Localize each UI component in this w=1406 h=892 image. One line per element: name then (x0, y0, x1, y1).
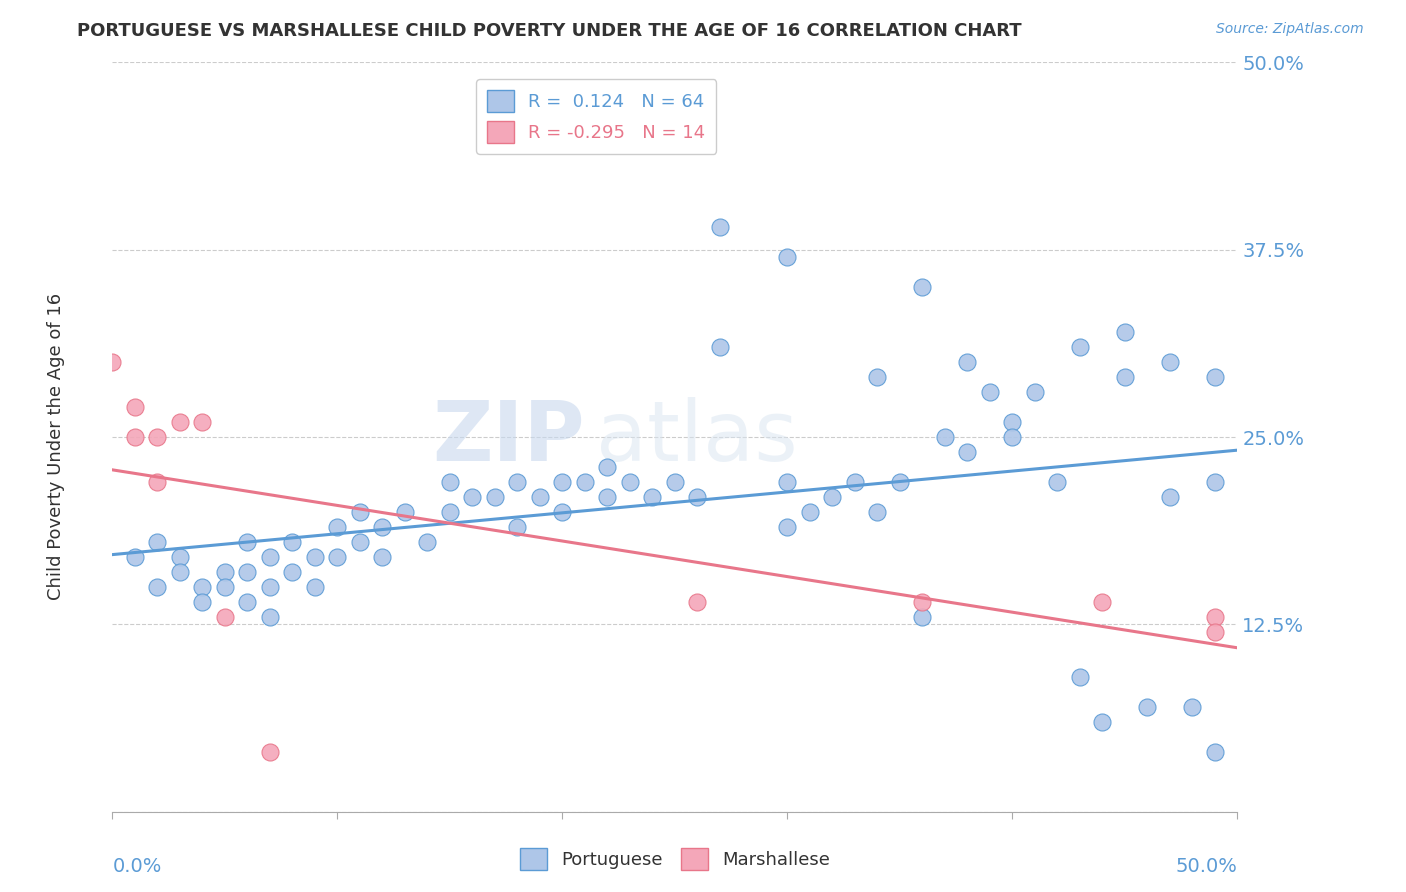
Point (1136, 699, 1159, 714)
Point (1204, 475, 1226, 489)
Point (1204, 745, 1226, 759)
Point (124, 400, 146, 414)
Point (956, 445, 979, 459)
Point (146, 430, 169, 444)
Point (1001, 415, 1024, 429)
Point (349, 505, 371, 519)
Point (214, 610, 236, 624)
Point (326, 520, 349, 534)
Text: atlas: atlas (596, 397, 797, 477)
Point (934, 430, 956, 444)
Point (866, 370, 889, 384)
Point (889, 475, 911, 489)
Point (551, 475, 574, 489)
Point (1024, 385, 1046, 400)
Point (169, 549, 191, 564)
Point (281, 565, 304, 579)
Point (799, 505, 821, 519)
Point (124, 549, 146, 564)
Point (169, 415, 191, 429)
Point (326, 549, 349, 564)
Point (911, 595, 934, 609)
Point (236, 565, 259, 579)
Point (439, 505, 461, 519)
Point (1159, 355, 1181, 369)
Point (461, 490, 484, 504)
Point (236, 535, 259, 549)
Point (1114, 370, 1136, 384)
Text: Source: ZipAtlas.com: Source: ZipAtlas.com (1216, 22, 1364, 37)
Point (956, 355, 979, 369)
Point (371, 549, 394, 564)
Point (236, 595, 259, 609)
Point (709, 340, 731, 354)
Point (1181, 699, 1204, 714)
Point (259, 580, 281, 594)
Point (1069, 670, 1091, 684)
Point (551, 505, 574, 519)
Text: PORTUGUESE VS MARSHALLESE CHILD POVERTY UNDER THE AGE OF 16 CORRELATION CHART: PORTUGUESE VS MARSHALLESE CHILD POVERTY … (77, 22, 1022, 40)
Point (686, 490, 709, 504)
Point (191, 415, 214, 429)
Text: 50.0%: 50.0% (1175, 856, 1237, 876)
Point (394, 505, 416, 519)
Text: ZIP: ZIP (433, 397, 585, 477)
Point (866, 505, 889, 519)
Point (259, 549, 281, 564)
Point (281, 535, 304, 549)
Point (619, 475, 641, 489)
Point (911, 280, 934, 294)
Point (776, 475, 799, 489)
Point (506, 520, 529, 534)
Point (911, 610, 934, 624)
Point (1114, 325, 1136, 339)
Point (1069, 340, 1091, 354)
Point (146, 475, 169, 489)
Point (686, 595, 709, 609)
Point (214, 580, 236, 594)
Point (214, 565, 236, 579)
Point (844, 475, 866, 489)
Point (1204, 624, 1226, 639)
Point (1091, 714, 1114, 729)
Point (124, 430, 146, 444)
Point (596, 490, 619, 504)
Point (664, 475, 686, 489)
Point (709, 220, 731, 235)
Point (304, 580, 326, 594)
Point (349, 535, 371, 549)
Point (169, 565, 191, 579)
Point (259, 610, 281, 624)
Point (776, 250, 799, 264)
Point (1091, 595, 1114, 609)
Point (1159, 490, 1181, 504)
Point (439, 475, 461, 489)
Point (259, 745, 281, 759)
Text: 0.0%: 0.0% (112, 856, 162, 876)
Point (1001, 430, 1024, 444)
Point (641, 490, 664, 504)
Point (574, 475, 596, 489)
Point (371, 520, 394, 534)
Point (1204, 370, 1226, 384)
Point (416, 535, 439, 549)
Point (979, 385, 1001, 400)
Point (146, 580, 169, 594)
Point (1046, 475, 1069, 489)
Point (191, 580, 214, 594)
Point (101, 355, 124, 369)
Legend: Portuguese, Marshallese: Portuguese, Marshallese (512, 841, 838, 878)
Point (506, 475, 529, 489)
Point (596, 460, 619, 475)
Point (1204, 610, 1226, 624)
Point (304, 549, 326, 564)
Point (484, 490, 506, 504)
Text: Child Poverty Under the Age of 16: Child Poverty Under the Age of 16 (48, 293, 65, 599)
Point (776, 520, 799, 534)
Point (821, 490, 844, 504)
Point (191, 595, 214, 609)
Point (529, 490, 551, 504)
Point (146, 535, 169, 549)
